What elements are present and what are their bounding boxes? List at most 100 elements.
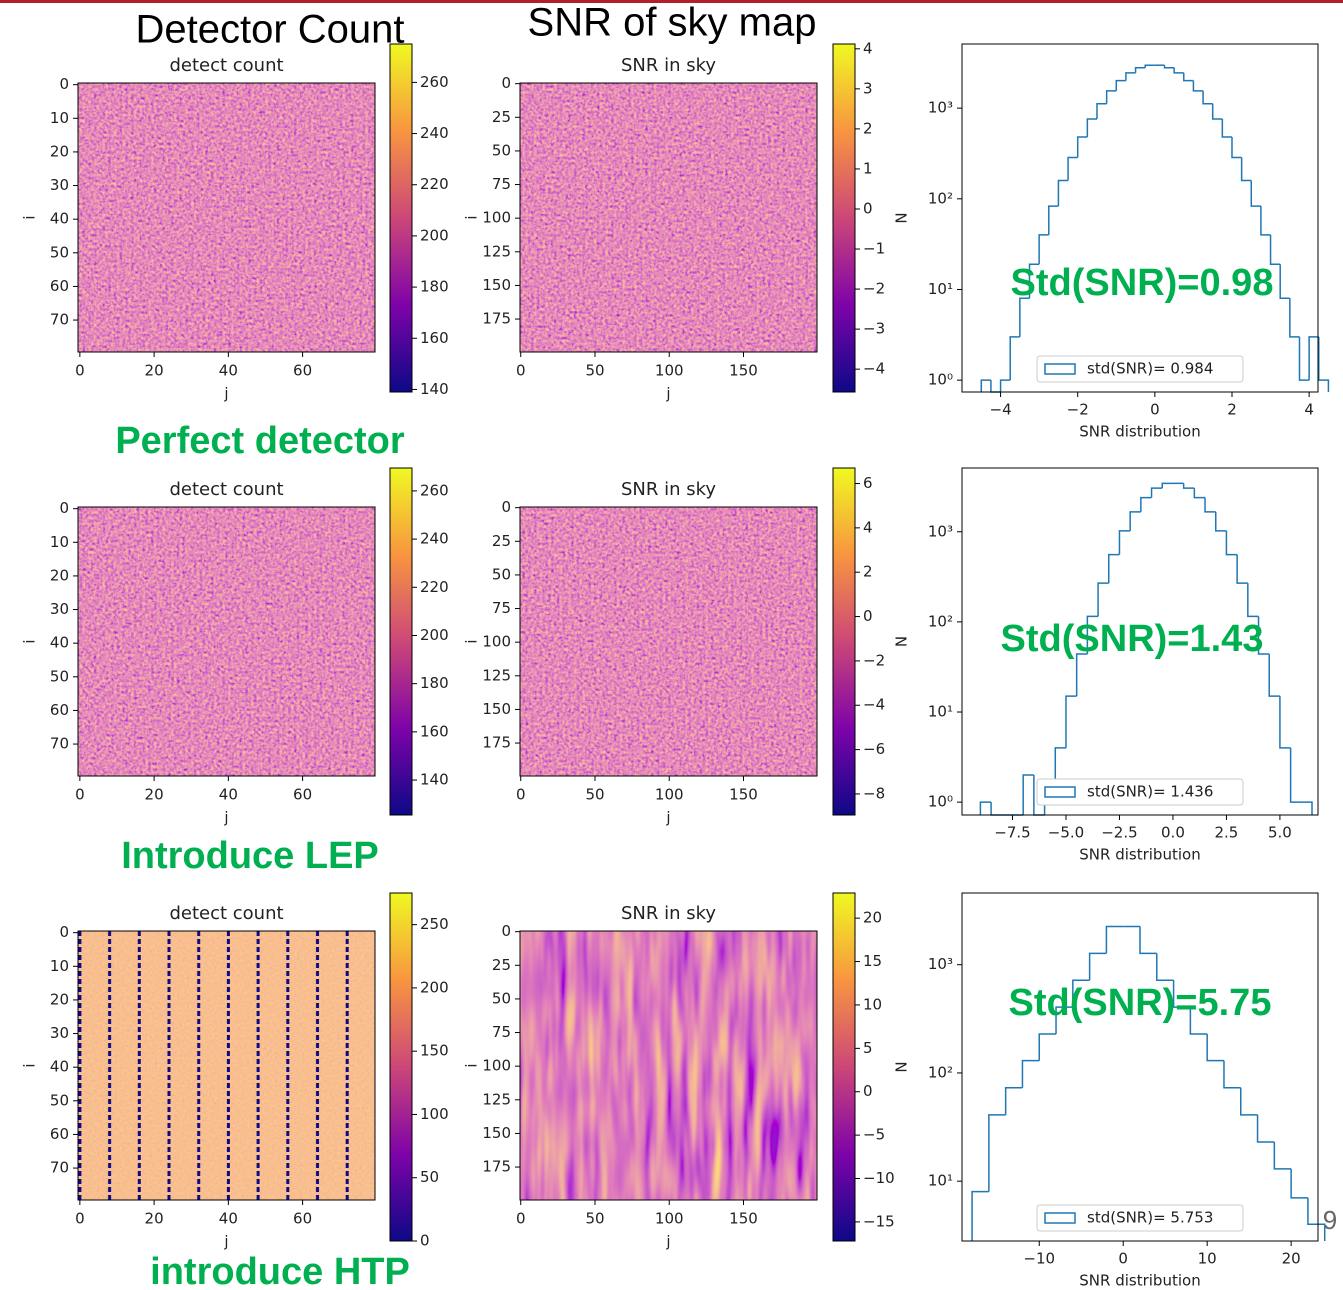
- colorbar-tick-label: −8: [863, 784, 885, 802]
- legend-box: [1036, 1204, 1244, 1232]
- histogram-step: [1105, 90, 1117, 104]
- histogram-step: [1161, 482, 1173, 489]
- y-tick-label: 60: [50, 1125, 69, 1143]
- y-tick-label: 10³: [928, 955, 953, 973]
- histogram-step: [1214, 511, 1227, 532]
- y-tick-label: 10²: [928, 1063, 953, 1081]
- x-tick-label: 0: [75, 786, 85, 804]
- chart-title: SNR in sky: [621, 55, 716, 76]
- histogram-step: [1055, 1006, 1073, 1035]
- colorbar-tick-label: 150: [420, 1042, 449, 1060]
- x-tick-label: 60: [293, 786, 312, 804]
- x-axis-label: SNR distribution: [1079, 846, 1200, 864]
- heatmap-image: [520, 507, 817, 776]
- x-tick-label: 2.5: [1215, 824, 1239, 842]
- y-axis-label: i: [21, 1063, 39, 1067]
- colorbar-frame: [389, 43, 413, 393]
- histogram-step: [1038, 234, 1049, 265]
- histogram-step: [1156, 953, 1174, 981]
- histogram-step: [1189, 1007, 1208, 1035]
- histogram-step: [1086, 118, 1097, 137]
- plot-frame: [77, 82, 376, 353]
- y-axis-label: i: [463, 1063, 481, 1067]
- histogram-step: [1057, 179, 1069, 207]
- histogram-step: [990, 802, 1002, 816]
- histogram-step: [1163, 65, 1175, 69]
- colorbar: [390, 468, 412, 815]
- histogram-step: [1140, 496, 1152, 512]
- colorbar-frame: [832, 892, 856, 1242]
- x-tick-label: 20: [145, 1210, 164, 1228]
- histogram-step: [979, 801, 992, 815]
- y-tick-label: 50: [50, 243, 69, 261]
- histogram-step: [1173, 67, 1184, 74]
- dead-columns: [78, 931, 375, 1200]
- x-tick-label: −4: [990, 401, 1012, 419]
- histogram-step: [1289, 747, 1302, 803]
- histogram-step: [1172, 980, 1191, 1008]
- y-tick-label: 0: [59, 499, 69, 517]
- annotation: Std(SNR)=0.98: [1011, 262, 1274, 304]
- colorbar-tick-label: 200: [420, 978, 449, 996]
- colorbar-tick-label: 1: [863, 159, 873, 177]
- y-tick-label: 150: [482, 700, 511, 718]
- y-tick-label: 0: [501, 498, 511, 516]
- histogram-step: [1247, 583, 1259, 618]
- y-tick-label: 75: [492, 599, 511, 617]
- colorbar-tick-label: 0: [863, 1082, 873, 1100]
- histogram-step: [1279, 696, 1291, 749]
- x-tick-label: 150: [729, 1210, 758, 1228]
- y-tick-label: 100: [482, 209, 511, 227]
- histogram-step: [1289, 298, 1300, 338]
- colorbar-tick-label: 260: [420, 481, 449, 499]
- legend-label: std(SNR)= 0.984: [1087, 360, 1213, 378]
- legend-box: [1036, 778, 1244, 806]
- colorbar-tick-label: 200: [420, 626, 449, 644]
- histogram-step: [1268, 654, 1280, 697]
- histogram-step: [971, 1190, 989, 1241]
- colorbar-tick-label: 3: [863, 79, 873, 97]
- page-number: 9: [1323, 1205, 1337, 1235]
- histogram-step: [1048, 205, 1059, 235]
- colorbar-tick-label: −6: [863, 740, 885, 758]
- x-tick-label: 100: [655, 1210, 684, 1228]
- histogram-step: [1298, 336, 1310, 381]
- x-tick-label: 0: [516, 1210, 526, 1228]
- y-tick-label: 50: [50, 667, 69, 685]
- colorbar-tick-label: 4: [863, 39, 873, 57]
- x-tick-label: −10: [1023, 1250, 1055, 1268]
- y-tick-label: 75: [492, 1023, 511, 1041]
- histogram-step: [988, 1114, 1006, 1192]
- y-tick-label: 10¹: [928, 280, 953, 298]
- y-tick-label: 125: [482, 666, 511, 684]
- histogram-step: [1129, 511, 1141, 531]
- y-tick-label: 20: [50, 142, 69, 160]
- x-tick-label: 5.0: [1268, 824, 1292, 842]
- histogram-step: [1009, 336, 1020, 381]
- y-tick-label: 20: [50, 990, 69, 1008]
- colorbar-tick-label: 20: [863, 909, 882, 927]
- histogram-step: [1096, 102, 1107, 120]
- colorbar-frame: [389, 892, 413, 1242]
- x-tick-label: 0: [75, 362, 85, 380]
- y-tick-label: 125: [482, 1090, 511, 1108]
- y-axis-label: N: [893, 212, 911, 223]
- y-tick-label: 10⁰: [928, 793, 953, 811]
- x-tick-label: 150: [729, 786, 758, 804]
- legend-box: [1036, 355, 1244, 383]
- y-tick-label: 100: [482, 1057, 511, 1075]
- y-tick-label: 10: [50, 957, 69, 975]
- histogram-step: [1150, 487, 1163, 498]
- legend-swatch: [1044, 786, 1076, 798]
- x-tick-label: 60: [293, 1210, 312, 1228]
- histogram-step: [1019, 297, 1030, 337]
- x-axis-label: SNR distribution: [1079, 1272, 1200, 1290]
- y-tick-label: 50: [492, 141, 511, 159]
- colorbar-tick-label: 140: [420, 380, 449, 398]
- chart-title: detect count: [169, 903, 283, 924]
- y-tick-label: 10¹: [928, 703, 953, 721]
- y-axis-label: N: [893, 636, 911, 647]
- column-header: SNR of sky map: [528, 1, 817, 45]
- column-header: Detector Count: [135, 8, 404, 52]
